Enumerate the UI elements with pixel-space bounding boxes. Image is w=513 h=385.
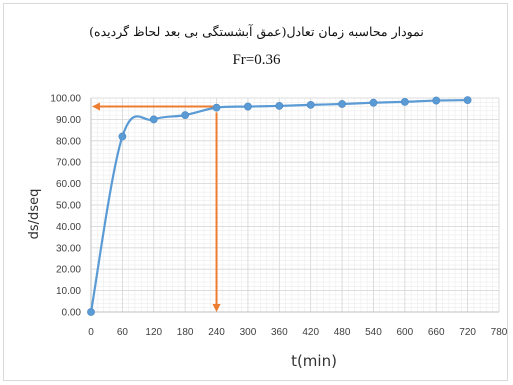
data-point [275,102,284,110]
annotations [92,102,221,312]
y-tick-label: 80.00 [56,136,81,147]
tick-labels: 0.00 10.00 20.00 30.00 40.00 50.00 60.00 70.00 8… [50,94,507,339]
data-point [244,102,252,111]
x-tick-label: 720 [459,327,476,338]
axes [90,98,499,313]
x-tick-label: 480 [334,327,351,338]
y-tick-label: 60.00 [56,179,81,190]
series [87,96,472,316]
y-tick-label: 0.00 [62,308,82,319]
x-tick-label: 600 [397,327,414,338]
y-tick-label: 100.00 [50,94,81,105]
y-tick-label: 10.00 [56,286,81,297]
data-point [432,96,441,105]
y-tick-label: 50.00 [56,201,81,212]
y-tick-label: 70.00 [56,158,81,169]
y-tick-label: 20.00 [56,265,81,276]
data-point [118,132,127,141]
data-point [338,100,346,108]
x-tick-label: 420 [302,327,319,338]
y-tick-label: 30.00 [56,243,81,254]
x-tick-label: 240 [208,327,225,338]
y-tick-label: 90.00 [56,115,81,126]
data-point [181,111,190,120]
y-tick-label: 40.00 [56,222,81,233]
x-tick-label: 660 [428,327,445,338]
grid [90,97,500,313]
data-point [306,100,315,109]
data-point [212,103,221,112]
data-point [149,115,158,124]
x-axis-title: t(min) [291,352,337,370]
x-tick-label: 540 [365,327,382,338]
chart-title: نمودار محاسبه زمان تعادل(عمق آبشستگی بی … [89,24,424,39]
data-point [369,98,378,107]
x-tick-label: 120 [145,327,162,338]
x-tick-label: 0 [88,327,94,338]
x-tick-label: 180 [177,327,194,338]
x-tick-label: 60 [117,327,129,338]
chart-subtitle: Fr=0.36 [232,52,281,68]
data-point [463,96,472,105]
x-tick-label: 780 [491,327,508,338]
data-point [87,308,95,316]
x-tick-label: 300 [240,327,257,338]
data-point [400,97,409,106]
x-tick-label: 360 [271,327,288,338]
y-axis-title: ds/dseq [27,189,42,240]
